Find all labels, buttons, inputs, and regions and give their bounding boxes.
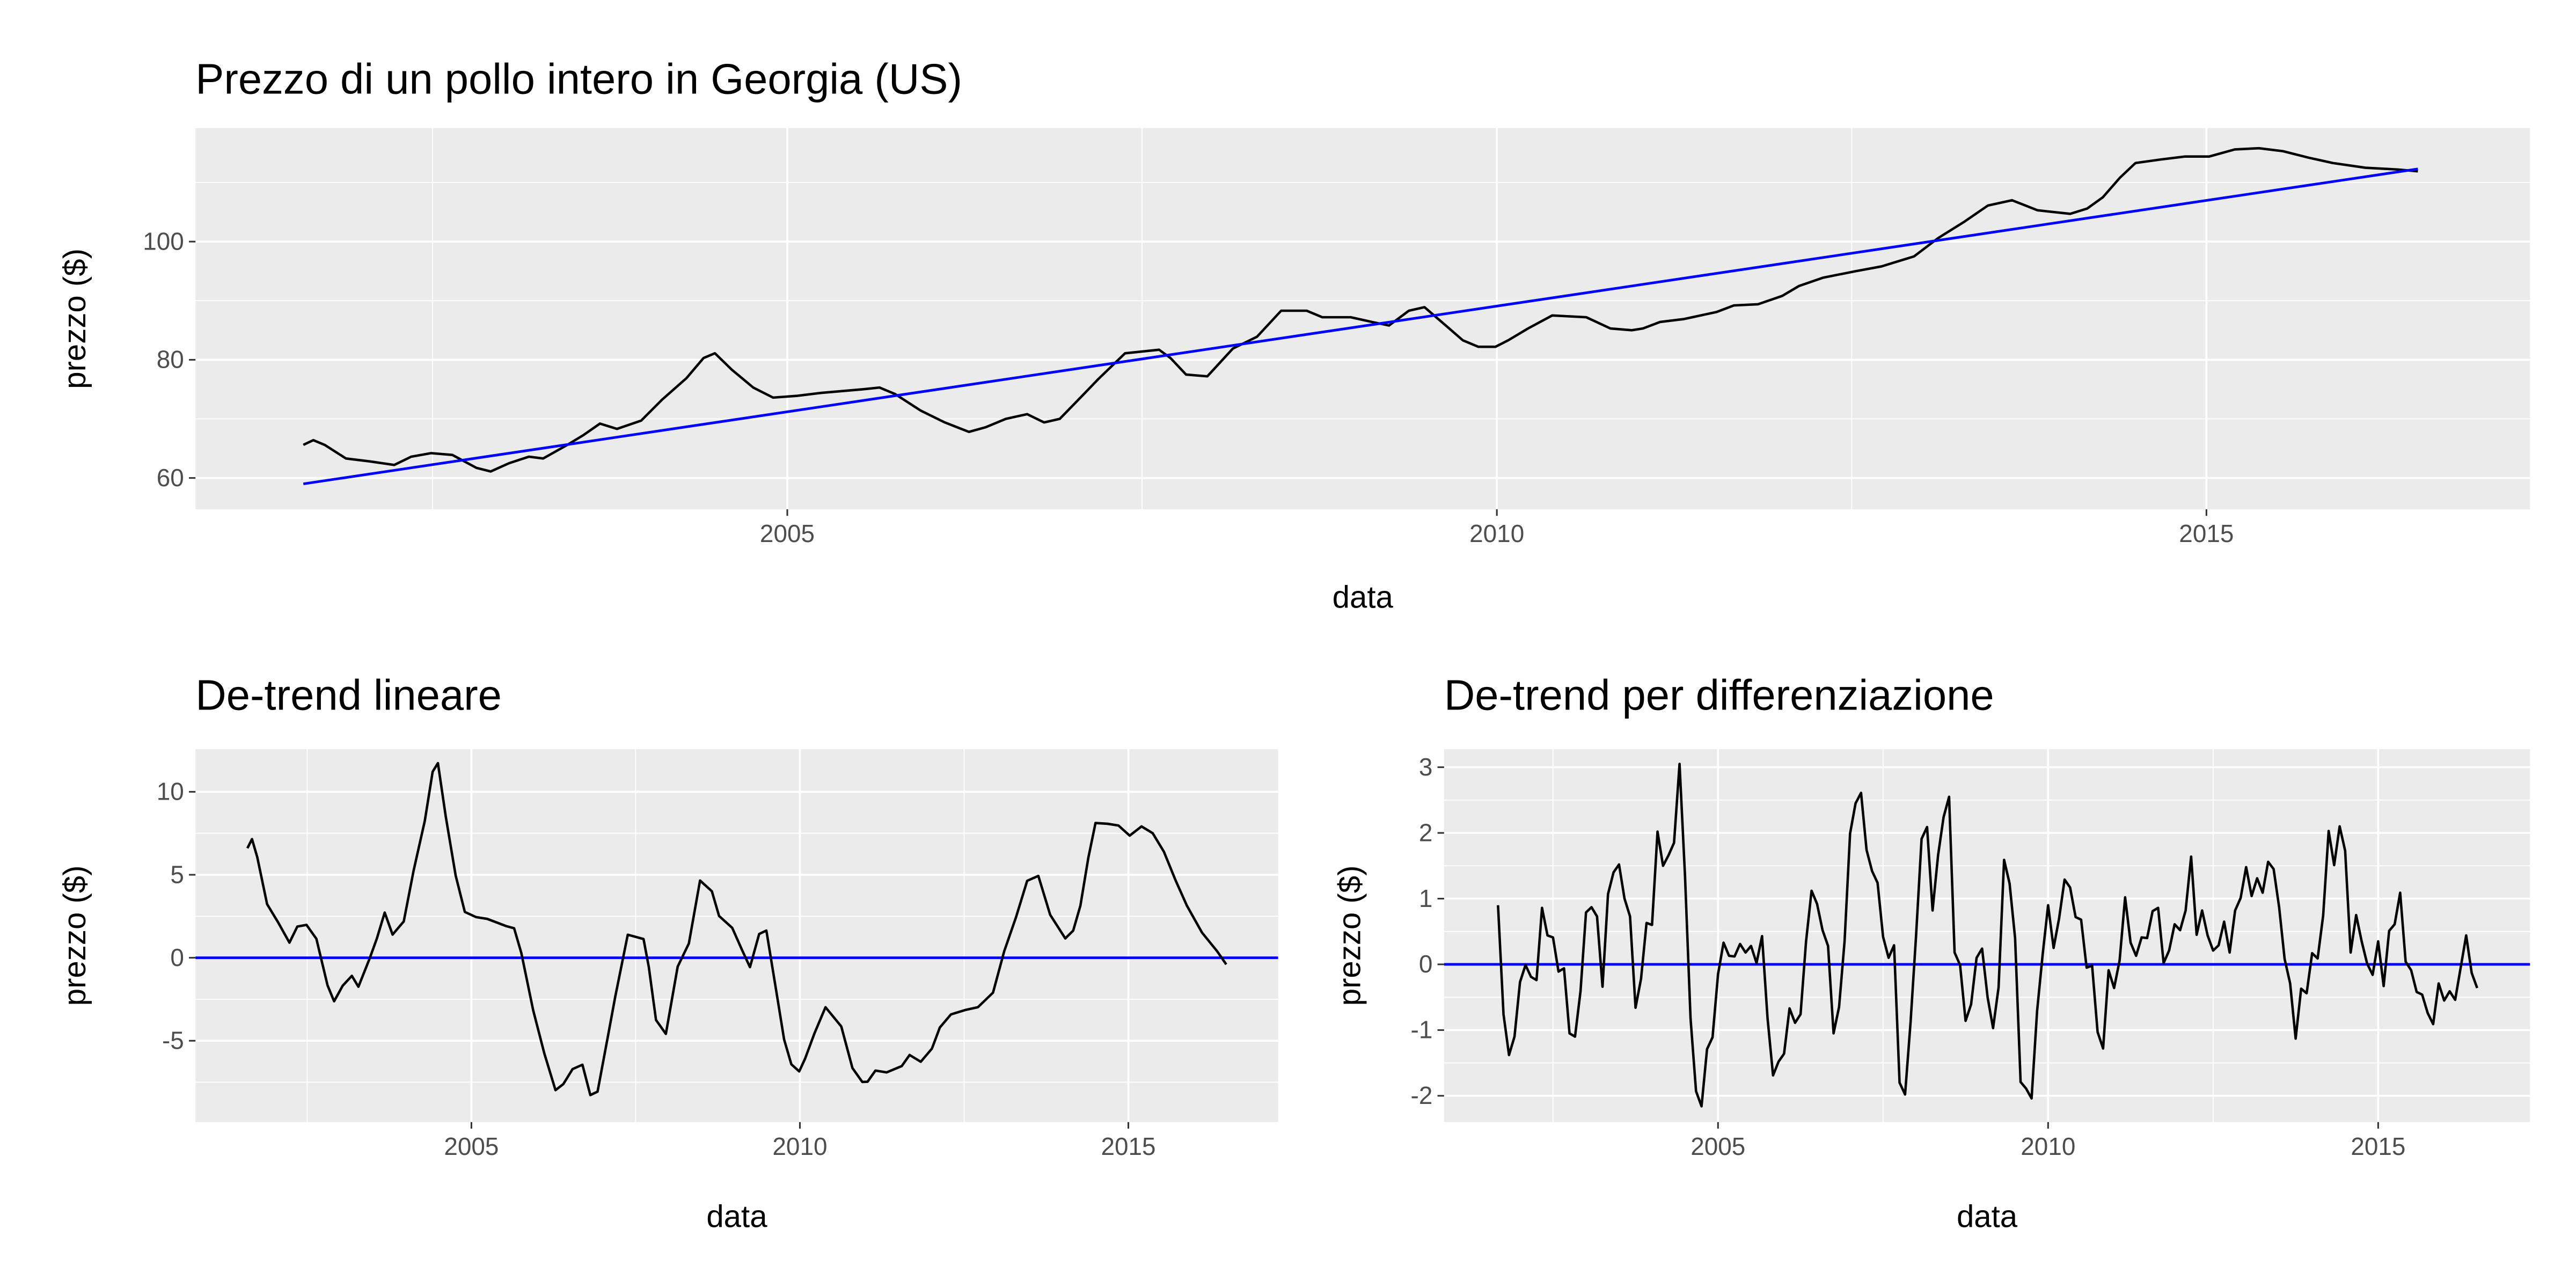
x-tick-label: 2015 [2179,519,2234,547]
x-tick-label: 2005 [444,1132,499,1160]
series-line-diff [1497,763,2478,1108]
x-axis-label: data [706,1199,767,1234]
chart-title: De-trend per differenziazione [1444,671,1994,719]
y-tick-label: 0 [170,943,184,971]
x-tick-label: 2015 [2351,1132,2405,1160]
y-tick-label: 60 [157,464,184,492]
chart-title: De-trend lineare [195,671,502,719]
y-tick-label: -5 [162,1027,184,1055]
y-tick-label: 100 [143,227,184,255]
y-axis-label: prezzo ($) [1333,865,1367,1006]
x-tick-label: 2010 [2021,1132,2075,1160]
plot-background [1444,749,2530,1122]
x-tick-label: 2005 [1690,1132,1745,1160]
y-tick-label: 3 [1419,753,1433,781]
y-tick-label: 1 [1419,884,1433,912]
y-tick-label: 2 [1419,818,1433,846]
x-axis-label: data [1333,580,1394,615]
y-tick-label: 80 [157,346,184,374]
chart-title: Prezzo di un pollo intero in Georgia (US… [195,55,962,103]
y-tick-label: 5 [170,860,184,888]
series-line-detrend [246,762,1227,1096]
x-tick-label: 2010 [1469,519,1524,547]
y-axis-label: prezzo ($) [57,248,92,389]
series-line-prezzo [303,147,2418,473]
series-line-trend-lineare [303,167,2418,486]
y-tick-label: 0 [1419,950,1433,978]
x-tick-label: 2005 [760,519,815,547]
y-tick-label: -2 [1411,1081,1433,1109]
x-tick-label: 2015 [1101,1132,1155,1160]
diff-panel: -2 -1 0 1 2 3 2005 2010 2015 De-trend per differe… [1333,671,2530,1234]
y-axis-label: prezzo ($) [57,865,92,1006]
price-panel: 60 80 100 2005 2010 2015 Prezzo di un pollo in… [57,55,2530,615]
detrend-panel: -5 0 5 10 2005 2010 2015 De-trend lineare data pr… [57,671,1278,1234]
y-tick-label: 10 [157,778,184,806]
x-tick-label: 2010 [772,1132,827,1160]
x-axis-label: data [1957,1199,2018,1234]
y-tick-label: -1 [1411,1016,1433,1044]
